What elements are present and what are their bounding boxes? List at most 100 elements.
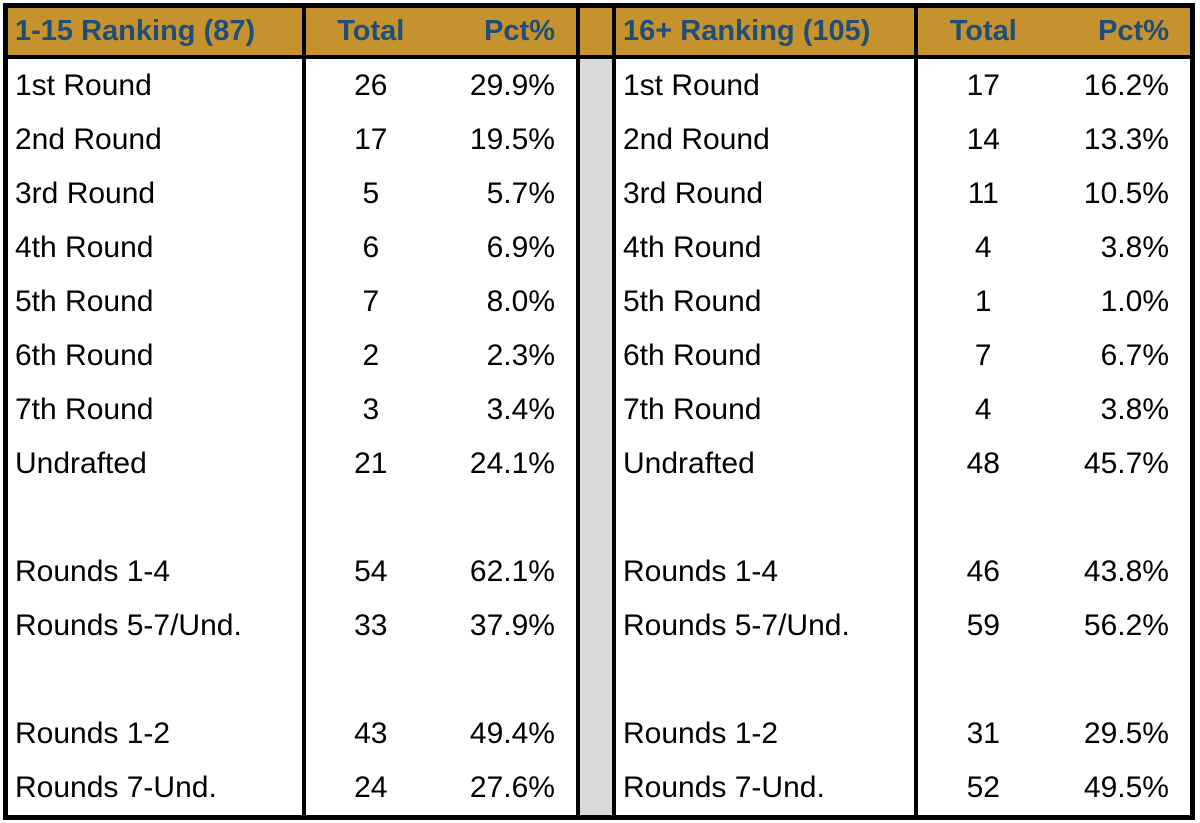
table1-pct-value: 62.1% <box>469 555 555 588</box>
table2-total-value: 59 <box>966 609 1000 642</box>
table1-pct-value: 29.9% <box>469 69 555 102</box>
table2-row-label: Rounds 7-Und. <box>616 761 918 815</box>
table2-row-label: 4th Round <box>616 221 918 275</box>
table1-row-label: 1st Round <box>8 59 306 113</box>
table1-pct-value: 27.6% <box>469 771 555 804</box>
table1-row-label: 3rd Round <box>8 167 306 221</box>
table2-total-value: 1 <box>974 285 992 318</box>
table1-row-values <box>306 653 580 707</box>
table1-total-value: 5 <box>362 177 380 210</box>
table1-total-value: 7 <box>362 285 380 318</box>
table1-row-label: 7th Round <box>8 383 306 437</box>
table1-row-label: 2nd Round <box>8 113 306 167</box>
table2-pct-value: 29.5% <box>1083 717 1169 750</box>
table2-row-values <box>918 491 1190 545</box>
right-table-title: 16+ Ranking (105) <box>616 8 918 59</box>
table2-row-label: Rounds 1-4 <box>616 545 918 599</box>
table2-row-label <box>616 491 918 545</box>
table1-row-values: 54 62.1% <box>306 545 580 599</box>
table1-row-values: 26 29.9% <box>306 59 580 113</box>
table2-row-label: 7th Round <box>616 383 918 437</box>
table1-pct-value: 19.5% <box>469 123 555 156</box>
table2-row-label: Rounds 5-7/Und. <box>616 599 918 653</box>
divider-cell <box>580 599 616 653</box>
table1-row-values: 3 3.4% <box>306 383 580 437</box>
table2-row-values: 4 3.8% <box>918 383 1190 437</box>
table2-row-label: 6th Round <box>616 329 918 383</box>
table1-total-value: 24 <box>354 771 388 804</box>
table1-pct-value: 24.1% <box>469 447 555 480</box>
divider-cell <box>580 437 616 491</box>
table1-pct-value: 49.4% <box>469 717 555 750</box>
table1-total-value: 17 <box>354 123 388 156</box>
table2-row-values: 4 3.8% <box>918 221 1190 275</box>
table2-row-label: 2nd Round <box>616 113 918 167</box>
divider-header-cell <box>580 8 616 59</box>
table2-row-values: 48 45.7% <box>918 437 1190 491</box>
table2-total-value: 7 <box>974 339 992 372</box>
table1-row-values: 2 2.3% <box>306 329 580 383</box>
table2-row-label: Undrafted <box>616 437 918 491</box>
table2-total-value: 17 <box>966 69 1000 102</box>
table2-total-value: 31 <box>966 717 1000 750</box>
table2-total-value: 4 <box>974 393 992 426</box>
table2-pct-value: 45.7% <box>1083 447 1169 480</box>
table1-total-value: 54 <box>354 555 388 588</box>
table1-total-value: 33 <box>354 609 388 642</box>
table2-total-value: 11 <box>967 177 999 210</box>
table1-total-value: 26 <box>354 69 388 102</box>
table2-pct-value: 6.7% <box>1100 339 1169 372</box>
table1-pct-value: 3.4% <box>486 393 555 426</box>
table2-row-values: 31 29.5% <box>918 707 1190 761</box>
table2-row-values: 17 16.2% <box>918 59 1190 113</box>
table2-row-values: 7 6.7% <box>918 329 1190 383</box>
table1-row-values: 6 6.9% <box>306 221 580 275</box>
table2-pct-value: 16.2% <box>1083 69 1169 102</box>
table1-row-values: 24 27.6% <box>306 761 580 815</box>
table2-total-value: 46 <box>966 555 1000 588</box>
divider-cell <box>580 275 616 329</box>
table1-row-label: 5th Round <box>8 275 306 329</box>
table2-total-value: 52 <box>966 771 1000 804</box>
table2-pct-value: 3.8% <box>1100 393 1169 426</box>
divider-cell <box>580 761 616 815</box>
table1-total-value: 43 <box>354 717 388 750</box>
table2-row-values: 1 1.0% <box>918 275 1190 329</box>
left-pct-header: Pct% <box>484 15 555 47</box>
table2-row-label <box>616 653 918 707</box>
table1-row-label: 6th Round <box>8 329 306 383</box>
table1-row-label <box>8 491 306 545</box>
table2-row-label: 3rd Round <box>616 167 918 221</box>
table2-pct-value: 10.5% <box>1083 177 1169 210</box>
divider-cell <box>580 59 616 113</box>
table1-row-label: Rounds 5-7/Und. <box>8 599 306 653</box>
table2-row-values: 59 56.2% <box>918 599 1190 653</box>
table2-row-values: 14 13.3% <box>918 113 1190 167</box>
table1-pct-value: 8.0% <box>486 285 555 318</box>
table1-pct-value: 6.9% <box>486 231 555 264</box>
table1-row-values: 21 24.1% <box>306 437 580 491</box>
draft-round-comparison-table: 1-15 Ranking (87) Total Pct% 16+ Ranking… <box>3 3 1195 820</box>
table1-row-values: 17 19.5% <box>306 113 580 167</box>
table1-pct-value: 2.3% <box>486 339 555 372</box>
table2-total-value: 48 <box>966 447 1000 480</box>
table2-total-value: 14 <box>966 123 1000 156</box>
table2-row-values <box>918 653 1190 707</box>
divider-cell <box>580 329 616 383</box>
table2-row-values: 11 10.5% <box>918 167 1190 221</box>
divider-cell <box>580 545 616 599</box>
table1-pct-value: 37.9% <box>469 609 555 642</box>
table1-row-values: 33 37.9% <box>306 599 580 653</box>
table2-row-label: 1st Round <box>616 59 918 113</box>
table2-row-label: 5th Round <box>616 275 918 329</box>
table1-row-label: Rounds 1-2 <box>8 707 306 761</box>
table1-pct-value: 5.7% <box>486 177 555 210</box>
table1-row-values: 43 49.4% <box>306 707 580 761</box>
table1-total-value: 21 <box>354 447 388 480</box>
table1-row-label: Undrafted <box>8 437 306 491</box>
left-total-header: Total <box>337 15 405 47</box>
table2-row-label: Rounds 1-2 <box>616 707 918 761</box>
table2-pct-value: 49.5% <box>1083 771 1169 804</box>
right-pct-header: Pct% <box>1098 15 1169 47</box>
